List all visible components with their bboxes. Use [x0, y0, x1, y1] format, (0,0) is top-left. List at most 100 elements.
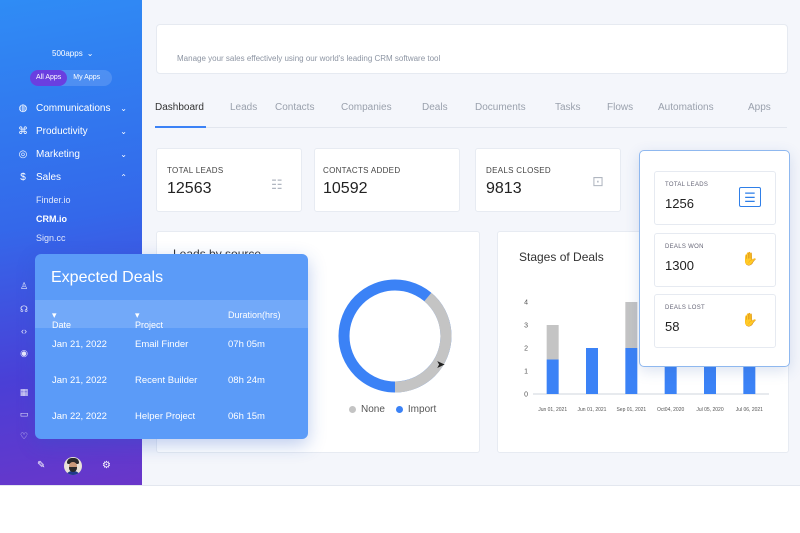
tab-tasks[interactable]: Tasks	[555, 102, 581, 113]
stat-card-deals-closed: DEALS CLOSED 9813 ⊡	[475, 148, 621, 212]
mini-value: 1256	[665, 196, 694, 211]
rocket-icon[interactable]: ✎	[37, 460, 46, 471]
bar-segment-secondary[interactable]	[546, 325, 559, 360]
legend-label-none: None	[361, 404, 385, 415]
chevron-down-icon: ⌄	[86, 49, 94, 58]
banner: Manage your sales effectively using our …	[156, 24, 788, 74]
tab-flows[interactable]: Flows	[607, 102, 634, 113]
handshake-lost-icon: ✋	[741, 312, 759, 327]
banner-text: Manage your sales effectively using our …	[177, 54, 441, 63]
gear-icon[interactable]: ⚙	[102, 460, 111, 471]
donut-legend: None Import	[349, 404, 436, 415]
y-tick-label: 0	[524, 392, 528, 399]
headset-icon[interactable]: ☊	[20, 304, 28, 314]
tab-leads[interactable]: Leads	[230, 102, 258, 113]
bar-segment-primary[interactable]	[664, 359, 677, 395]
sidebar-item-productivity[interactable]: ⌘ Productivity ⌄	[17, 126, 127, 137]
sidebar-item-label: Communications	[36, 103, 111, 114]
donut-chart[interactable]	[336, 279, 456, 393]
mini-label: DEALS LOST	[665, 305, 706, 311]
sidebar-item-label: Sales	[36, 172, 62, 183]
mini-value: 58	[665, 319, 680, 334]
tab-contacts[interactable]: Contacts	[275, 102, 315, 113]
cell-duration: 08h 24m	[228, 375, 265, 386]
card-title: Stages of Deals	[519, 250, 604, 264]
column-header-project[interactable]: Project ▾	[135, 310, 164, 330]
stat-card-total-leads: TOTAL LEADS 12563 ☷	[156, 148, 302, 212]
bar-segment-primary[interactable]	[586, 348, 598, 394]
sidebar-sub-item-crm[interactable]: CRM.io	[36, 214, 67, 224]
org-switcher[interactable]: 500apps ⌄	[52, 49, 93, 58]
column-header-duration[interactable]: Duration(hrs)	[228, 310, 281, 320]
bar-segment-secondary[interactable]	[625, 302, 638, 348]
cell-date: Jan 22, 2022	[52, 411, 107, 422]
tab-apps[interactable]: Apps	[748, 102, 771, 113]
stat-label: TOTAL LEADS	[167, 166, 224, 175]
chevron-down-icon: ⌄	[120, 127, 127, 136]
tab-active-indicator	[155, 126, 206, 128]
tab-automations[interactable]: Automations	[658, 102, 714, 113]
tab-deals[interactable]: Deals	[422, 102, 448, 113]
leads-icon: ☰	[739, 187, 761, 207]
column-header-date[interactable]: Date ▾	[52, 310, 72, 330]
cell-project: Recent Builder	[135, 375, 198, 386]
my-apps-tab[interactable]: My Apps	[73, 74, 101, 81]
mini-value: 1300	[665, 258, 694, 273]
cell-date: Jan 21, 2022	[52, 339, 107, 350]
all-apps-tab[interactable]: All Apps	[30, 70, 68, 86]
bar-segment-primary[interactable]	[546, 359, 559, 395]
y-tick-label: 2	[524, 346, 528, 353]
x-tick-label: Jun 01, 2021	[578, 407, 607, 413]
tab-documents[interactable]: Documents	[475, 102, 526, 113]
sidebar-item-label: Productivity	[36, 126, 88, 137]
legend-label-import: Import	[407, 404, 437, 415]
cursor-icon: ➤	[436, 359, 446, 371]
cell-project: Email Finder	[135, 339, 189, 350]
sidebar-sub-item-finder[interactable]: Finder.io	[36, 195, 71, 205]
avatar[interactable]	[64, 457, 82, 475]
stat-value: 12563	[167, 180, 212, 197]
expected-deals-title: Expected Deals	[51, 269, 164, 286]
apps-toggle: All Apps My Apps	[30, 70, 112, 86]
stat-label: DEALS CLOSED	[486, 166, 551, 175]
donut-slice-none[interactable]	[394, 292, 452, 393]
chevron-up-icon: ⌃	[120, 173, 127, 182]
sidebar-item-marketing[interactable]: ◎ Marketing ⌄	[17, 149, 127, 160]
grid-icon[interactable]: ▦	[19, 387, 29, 397]
globe-icon: ◍	[18, 103, 28, 114]
tab-bar: Dashboard Leads Contacts Companies Deals…	[155, 102, 787, 128]
briefcase-icon: ⊡	[592, 173, 604, 189]
expected-deals-panel: Expected Deals Date ▾ Project ▾ Duration…	[35, 254, 308, 439]
y-tick-label: 1	[524, 369, 528, 376]
stat-value: 10592	[323, 180, 368, 197]
stat-value: 9813	[486, 180, 522, 197]
cell-duration: 06h 15m	[228, 411, 265, 422]
mini-card-deals-won: DEALS WON 1300 ✋	[654, 233, 776, 287]
code-icon[interactable]: ‹›	[21, 326, 27, 336]
mini-card-deals-lost: DEALS LOST 58 ✋	[654, 294, 776, 348]
crm-app: 500apps ⌄ All Apps My Apps ◍ Communicati…	[0, 0, 800, 486]
cell-duration: 07h 05m	[228, 339, 265, 350]
dollar-icon: $	[20, 172, 26, 183]
heart-icon[interactable]: ♡	[19, 431, 29, 441]
chevron-down-icon: ⌄	[120, 150, 127, 159]
sidebar-sub-item-sign[interactable]: Sign.cc	[36, 233, 66, 243]
command-icon: ⌘	[18, 126, 28, 137]
y-tick-label: 3	[524, 323, 528, 330]
monitor-icon[interactable]: ▭	[19, 409, 29, 419]
x-tick-label: Sep 01, 2021	[616, 407, 646, 413]
mini-label: TOTAL LEADS	[665, 182, 709, 188]
x-tick-label: Jul 06, 2021	[736, 407, 763, 413]
org-name: 500apps	[52, 49, 83, 58]
sidebar-item-communications[interactable]: ◍ Communications ⌄	[17, 103, 127, 114]
sidebar-item-sales[interactable]: $ Sales ⌃	[17, 172, 127, 183]
support-icon[interactable]: ◉	[20, 348, 28, 358]
stat-label: CONTACTS ADDED	[323, 166, 401, 175]
user-icon[interactable]: ♙	[19, 281, 29, 291]
tab-dashboard[interactable]: Dashboard	[155, 102, 204, 113]
bar-segment-primary[interactable]	[625, 348, 638, 394]
table-header: Date ▾ Project ▾ Duration(hrs)	[35, 300, 308, 330]
mini-label: DEALS WON	[665, 244, 704, 250]
mini-card-total-leads: TOTAL LEADS 1256 ☰	[654, 171, 776, 225]
tab-companies[interactable]: Companies	[341, 102, 392, 113]
